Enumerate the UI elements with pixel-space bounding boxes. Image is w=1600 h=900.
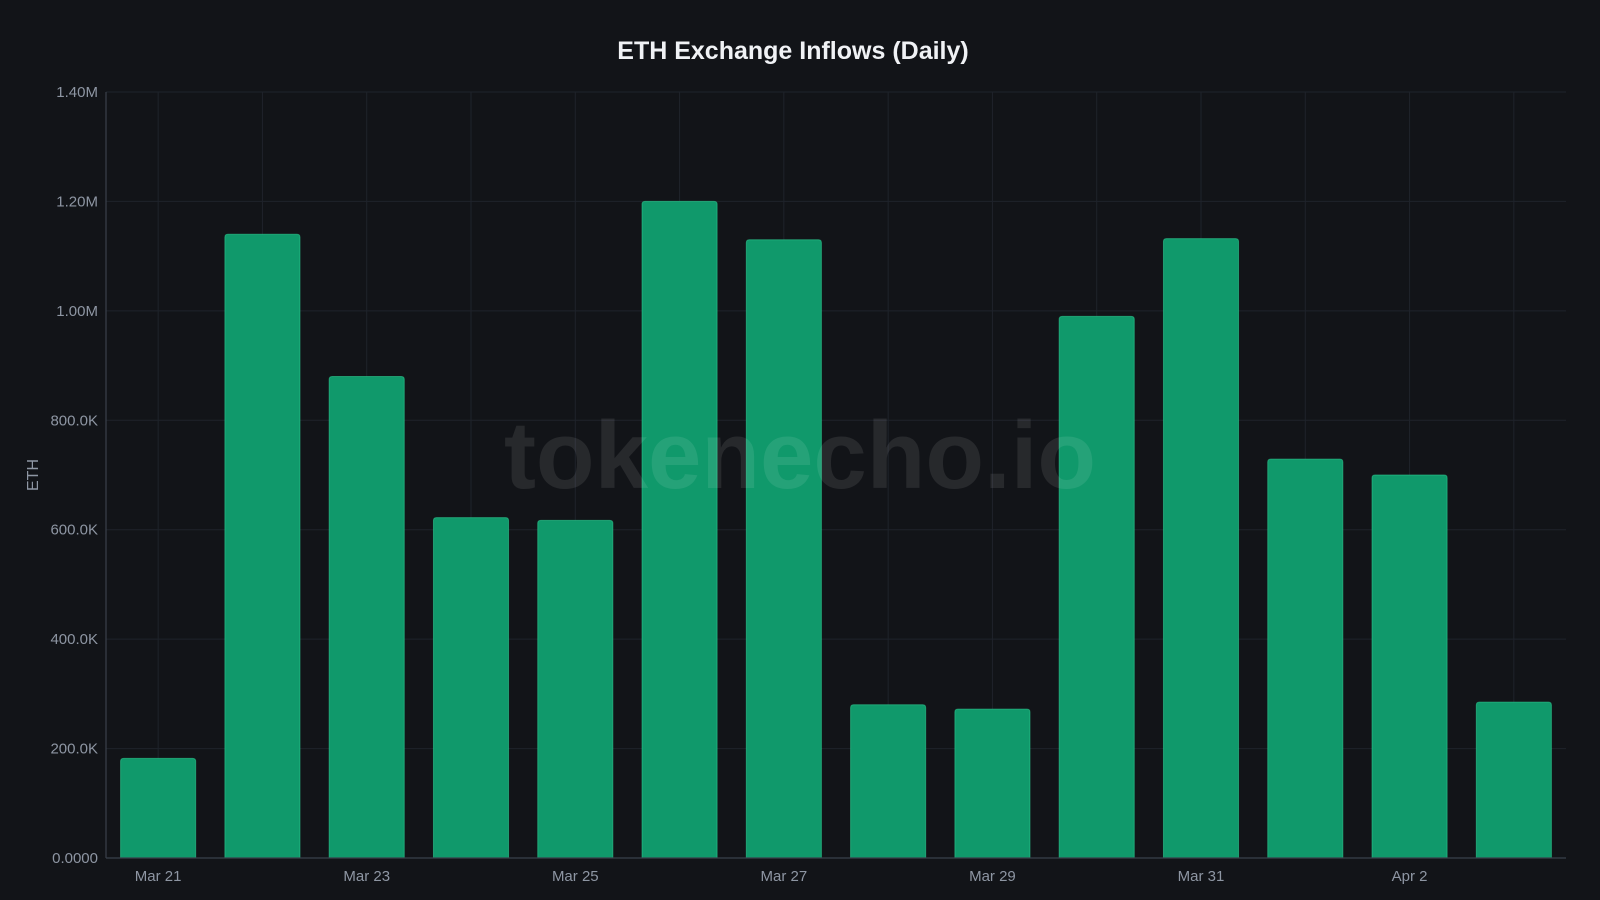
- y-axis-ticks: 0.0000 200.0K 400.0K 600.0K 800.0K 1.00M 1.20M…: [50, 84, 98, 867]
- x-tick-label: Mar 29: [969, 868, 1016, 885]
- y-tick-label: 1.20M: [56, 193, 98, 210]
- y-tick-label: 800.0K: [50, 412, 98, 429]
- y-tick-label: 0.0000: [52, 850, 98, 867]
- bar-mar-29[interactable]: [954, 708, 1031, 859]
- bar-mar-26[interactable]: [641, 200, 718, 859]
- bar-mar-31[interactable]: [1162, 238, 1240, 859]
- bar-mar-24[interactable]: [432, 517, 510, 859]
- y-tick-label: 1.40M: [56, 84, 98, 101]
- y-tick-label: 400.0K: [50, 631, 98, 648]
- bar-mar-30[interactable]: [1058, 315, 1135, 859]
- x-tick-label: Mar 21: [135, 868, 182, 885]
- x-tick-label: Mar 23: [343, 868, 390, 885]
- bar-mar-28[interactable]: [850, 704, 927, 859]
- bar-mar-22[interactable]: [224, 233, 301, 859]
- bar-mar-23[interactable]: [328, 376, 405, 859]
- y-tick-label: 1.00M: [56, 303, 98, 320]
- chart-title: ETH Exchange Inflows (Daily): [617, 37, 968, 65]
- y-tick-label: 600.0K: [50, 522, 98, 539]
- bars: [120, 200, 1552, 859]
- watermark: tokenecho.io: [504, 402, 1096, 509]
- x-tick-label: Mar 31: [1178, 868, 1225, 885]
- bar-apr-2[interactable]: [1371, 474, 1448, 859]
- x-tick-label: Mar 25: [552, 868, 599, 885]
- y-tick-label: 200.0K: [50, 741, 98, 758]
- bar-apr-1[interactable]: [1267, 458, 1344, 859]
- bar-apr-3[interactable]: [1475, 701, 1552, 859]
- x-tick-label: Apr 2: [1392, 868, 1428, 885]
- bar-mar-21[interactable]: [120, 757, 197, 859]
- x-axis-ticks: Mar 21 Mar 23 Mar 25 Mar 27 Mar 29 Mar 31 Apr …: [135, 868, 1428, 885]
- bar-mar-25[interactable]: [537, 519, 614, 859]
- y-axis-label: ETH: [25, 459, 42, 491]
- x-tick-label: Mar 27: [761, 868, 808, 885]
- bar-mar-27[interactable]: [745, 239, 822, 859]
